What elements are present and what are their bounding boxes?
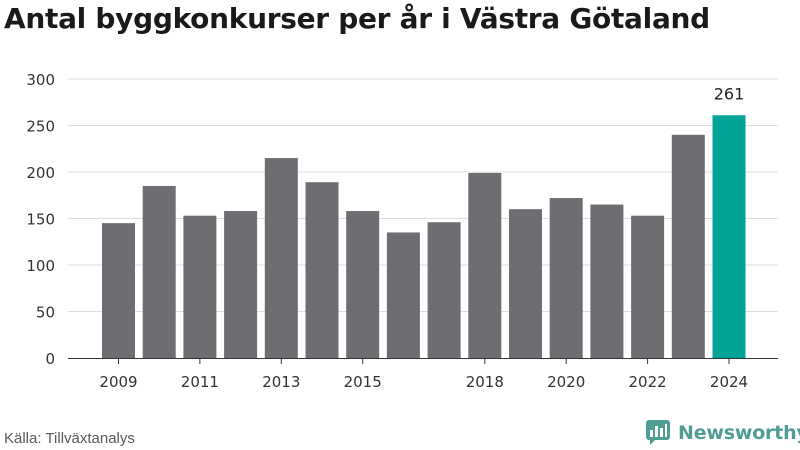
bar-2018 [468,172,502,358]
x-axis-ticks: 2009 2011 2013 2015 2018 2020 2022 2024 [99,358,748,391]
bar-2012 [224,211,258,358]
x-tick-label: 2024 [710,373,748,391]
y-tick-label: 150 [26,211,55,229]
bar-2019 [509,209,542,358]
bar-2011 [183,215,217,358]
brand-name: Newsworthy [678,422,800,444]
x-tick-label: 2020 [547,373,585,391]
bar-2014 [305,182,339,358]
bar-2023 [671,134,705,358]
x-tick-label: 2015 [344,373,382,391]
x-tick-label: 2013 [262,373,300,391]
bar-2010 [142,185,176,358]
y-axis-ticks: 0 50 100 150 200 250 300 [26,71,55,368]
bar-2024 [712,115,746,359]
bar-2015 [346,211,380,358]
x-tick-label: 2022 [629,373,667,391]
x-tick-label: 2018 [466,373,504,391]
bar-2013 [264,158,298,358]
x-tick-label: 2009 [99,373,137,391]
x-tick-label: 2011 [181,373,219,391]
bar-2020 [549,198,583,358]
bars [102,115,746,359]
chat-bar-icon [646,420,670,445]
y-tick-label: 0 [45,350,55,368]
y-tick-label: 200 [26,164,55,182]
brand-logo: Newsworthy [646,420,800,446]
y-tick-label: 250 [26,118,55,136]
bar-2022 [631,215,665,358]
bar-2017 [427,222,461,358]
chart-title: Antal byggkonkurser per år i Västra Göta… [4,2,710,35]
bar-2021 [590,204,624,358]
data-labels: 261 [714,84,745,103]
y-tick-label: 50 [36,304,55,322]
y-tick-label: 100 [26,257,55,275]
data-label-2024: 261 [714,84,745,103]
bar-2016 [386,232,420,358]
y-tick-label: 300 [26,71,55,89]
bar-2009 [102,223,135,358]
source-caption: Källa: Tillväxtanalys [4,430,135,447]
